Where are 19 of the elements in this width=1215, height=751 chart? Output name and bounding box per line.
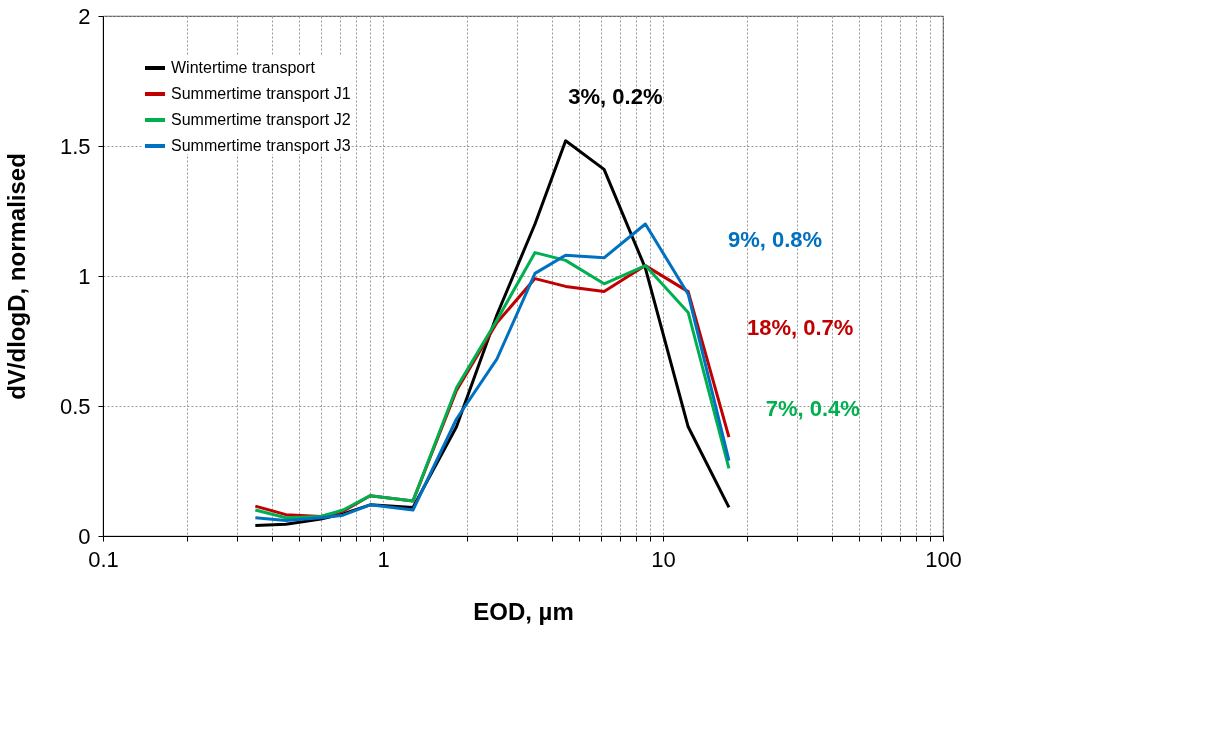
x-tick-label: 100 — [925, 546, 962, 572]
annotation: 18%, 0.7% — [747, 315, 854, 340]
y-tick-label: 2 — [78, 3, 91, 29]
x-tick-label: 1 — [377, 546, 390, 572]
y-tick-label: 1 — [78, 263, 91, 289]
x-axis-title: EOD, µm — [473, 597, 574, 625]
annotation: 3%, 0.2% — [568, 83, 663, 109]
legend-label: Summertime transport J3 — [171, 137, 351, 154]
legend-label: Summertime transport J2 — [171, 111, 351, 128]
y-tick-label: 1.5 — [59, 133, 91, 159]
x-tick-label: 0.1 — [88, 546, 119, 572]
annotation: 9%, 0.8% — [727, 226, 823, 252]
legend-label: Wintertime transport — [171, 59, 316, 76]
legend-label: Summertime transport J1 — [171, 85, 351, 102]
y-tick-label: 0 — [78, 523, 91, 549]
annotation: 7%, 0.4% — [765, 395, 860, 421]
y-tick-label: 0.5 — [59, 393, 91, 419]
y-axis-title: dV/dlogD, normalised — [2, 153, 30, 400]
x-tick-label: 10 — [651, 546, 676, 572]
